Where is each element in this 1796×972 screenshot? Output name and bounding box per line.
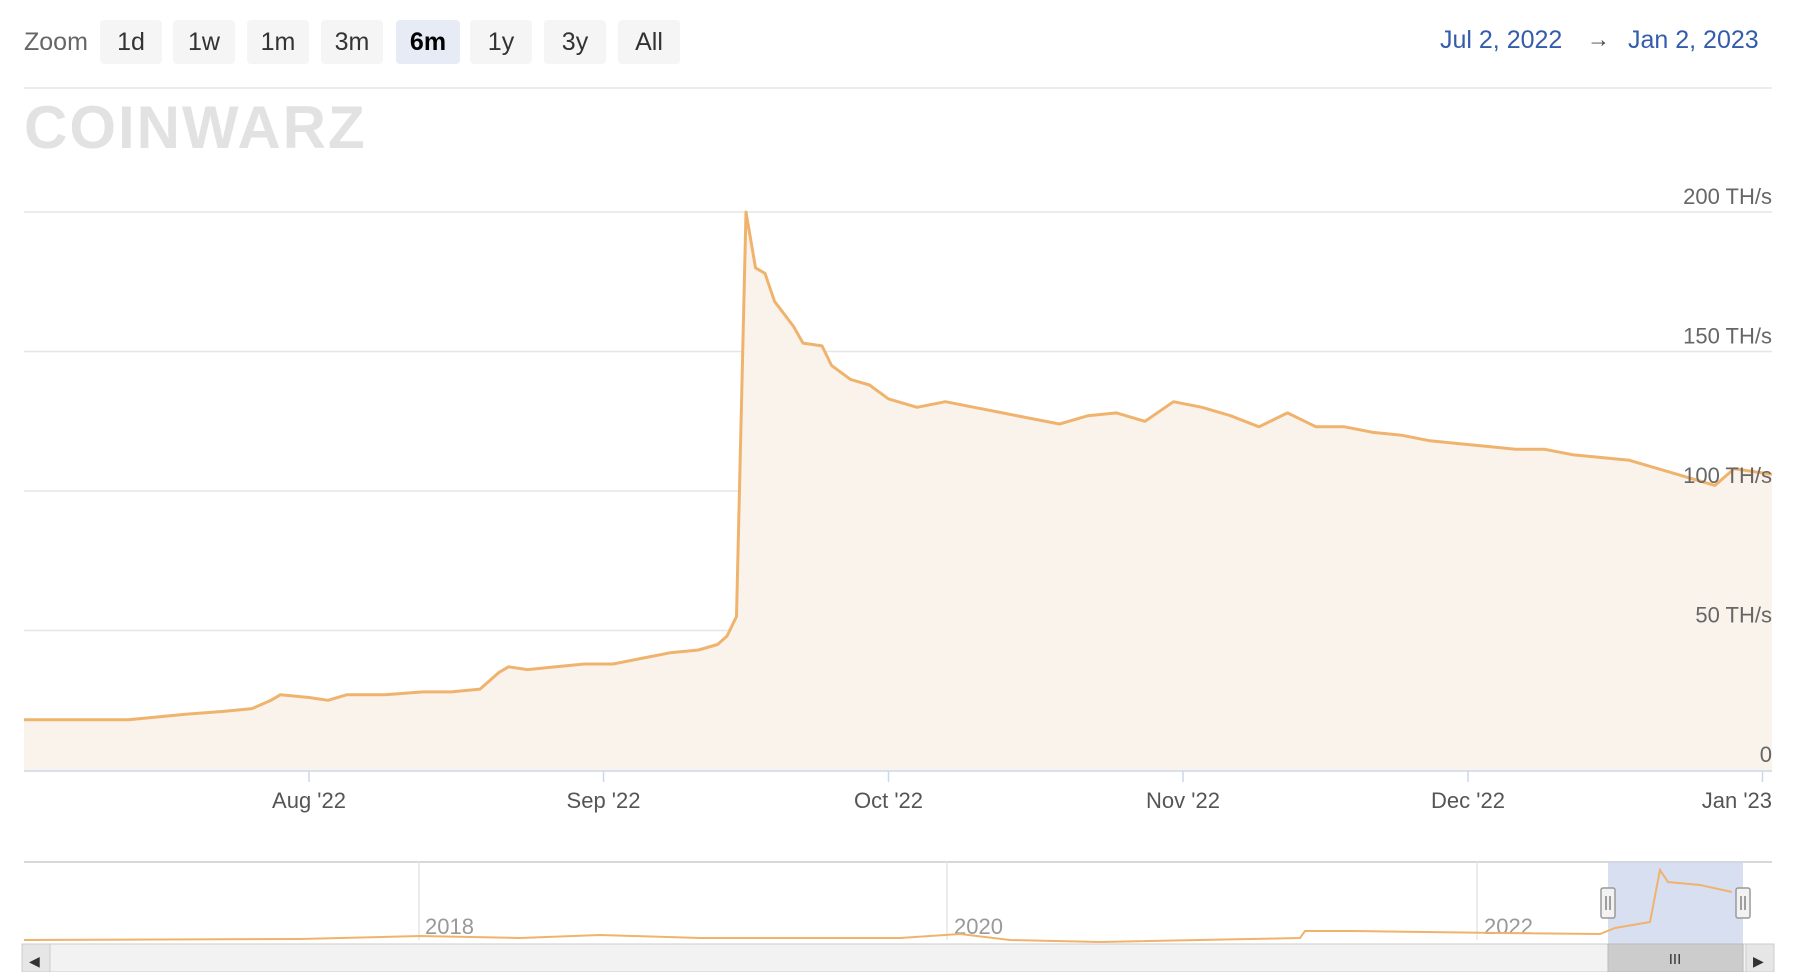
zoom-button-3y[interactable]: 3y [544, 20, 606, 64]
zoom-button-1d[interactable]: 1d [100, 20, 162, 64]
hashrate-line [24, 210, 1773, 722]
zoom-toolbar: Zoom 1d 1w 1m 3m 6m 1y 3y All Jul 2, 2022 → Jan… [0, 0, 1796, 86]
range-to-input[interactable]: Jan 2, 2023 [1628, 26, 1759, 54]
scrollbar-thumb[interactable] [1607, 943, 1744, 972]
zoom-button-3m[interactable]: 3m [321, 20, 383, 64]
x-tick-label: Sep '22 [567, 788, 641, 813]
scrollbar-track[interactable] [21, 943, 1775, 972]
zoom-button-1y[interactable]: 1y [470, 20, 532, 64]
scroll-right-icon: ▶ [1753, 953, 1764, 969]
navigator-series [23, 867, 1733, 944]
range-arrow-icon: → [1587, 26, 1610, 52]
coinwarz-logo: COINWARZ [24, 94, 367, 161]
zoom-button-1m[interactable]: 1m [247, 20, 309, 64]
navigator-year-label: 2018 [425, 914, 474, 939]
y-tick-label: 0 [1760, 742, 1772, 767]
y-tick-label: 200 TH/s [1683, 184, 1772, 209]
zoom-button-all[interactable]: All [618, 20, 680, 64]
y-tick-label: 100 TH/s [1683, 463, 1772, 488]
zoom-button-1w[interactable]: 1w [173, 20, 235, 64]
navigator-year-label: 2022 [1484, 914, 1533, 939]
zoom-label: Zoom [24, 28, 88, 56]
scroll-left-icon: ◀ [29, 953, 40, 969]
scrollbar-right-button[interactable] [1745, 943, 1775, 972]
scrollbar-left-button[interactable] [21, 943, 51, 972]
y-tick-label: 50 TH/s [1695, 603, 1772, 628]
range-from-input[interactable]: Jul 2, 2022 [1440, 26, 1563, 54]
x-tick-label: Aug '22 [272, 788, 346, 813]
navigator-left-handle[interactable] [1600, 887, 1616, 919]
navigator-right-handle[interactable] [1735, 887, 1751, 919]
x-tick-label: Oct '22 [854, 788, 923, 813]
scrollbar[interactable]: ◀ III ▶ [21, 943, 1775, 972]
y-tick-label: 150 TH/s [1683, 324, 1772, 349]
x-tick-label: Nov '22 [1146, 788, 1220, 813]
scrollbar-grip-icon: III [1669, 951, 1682, 968]
x-tick-label: Dec '22 [1431, 788, 1505, 813]
hashrate-area [24, 212, 1772, 770]
x-tick-label: Jan '23 [1702, 788, 1772, 813]
zoom-button-6m[interactable]: 6m [396, 20, 460, 64]
